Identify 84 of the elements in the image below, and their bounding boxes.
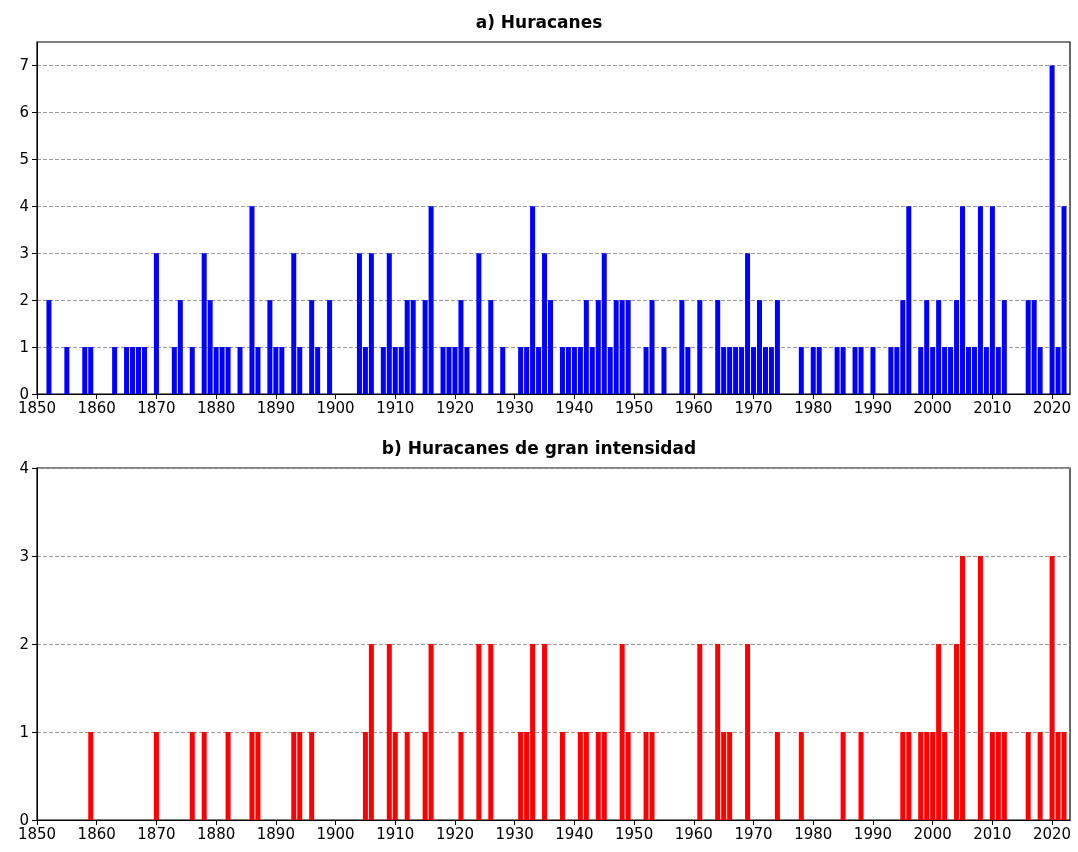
y-tick-label: 4 [19, 459, 29, 477]
x-tick-label: 1850 [17, 398, 57, 417]
x-tick-label: 1930 [495, 824, 534, 843]
y-tick-label: 5 [19, 150, 29, 169]
x-tick-label: 1990 [853, 398, 893, 417]
bar [225, 732, 231, 820]
bar [1037, 732, 1043, 820]
x-tick-label: 1950 [615, 398, 654, 417]
y-tick-label: 1 [19, 338, 29, 357]
bar [500, 347, 506, 394]
bar [458, 732, 464, 820]
x-tick-label: 1970 [734, 824, 773, 843]
x-tick-label: 1940 [555, 824, 594, 843]
bar [488, 300, 494, 394]
y-tick-label: 1 [19, 723, 29, 741]
x-tick-label: 2020 [1032, 398, 1072, 417]
x-tick-label: 1920 [435, 398, 475, 417]
x-tick-label: 1990 [853, 824, 893, 843]
bar [488, 644, 494, 820]
bar [46, 300, 52, 394]
x-tick-label: 1880 [197, 824, 236, 843]
x-tick-label: 2010 [973, 824, 1012, 843]
chart-title: a) Huracanes [475, 11, 603, 32]
x-tick-label: 1890 [256, 398, 295, 417]
y-tick-label: 2 [19, 635, 29, 653]
x-tick-label: 2020 [1032, 824, 1072, 843]
x-tick-label: 1890 [256, 824, 295, 843]
bar [559, 732, 565, 820]
bar [745, 644, 751, 820]
bar [542, 644, 548, 820]
x-tick-label: 1910 [376, 824, 415, 843]
bar [840, 732, 846, 820]
x-tick-label: 2000 [913, 398, 952, 417]
bar [697, 300, 703, 394]
bar [977, 556, 983, 820]
chart-title: b) Huracanes de gran intensidad [381, 437, 697, 458]
bar [201, 732, 207, 820]
y-tick-label: 6 [19, 103, 29, 122]
bar [88, 732, 94, 820]
bar [870, 347, 876, 394]
x-tick-label: 1930 [495, 398, 534, 417]
bar [476, 253, 482, 394]
x-tick-label: 1860 [77, 824, 116, 843]
bar [327, 300, 333, 394]
y-tick-label: 4 [19, 197, 29, 216]
y-tick-label: 3 [19, 244, 29, 263]
bar [237, 347, 243, 394]
x-tick-label: 1850 [17, 824, 57, 843]
x-tick-label: 2010 [973, 398, 1012, 417]
x-tick-label: 1870 [137, 398, 176, 417]
bar [189, 347, 195, 394]
bar [798, 347, 804, 394]
x-tick-label: 1880 [197, 398, 236, 417]
bar [1025, 732, 1031, 820]
x-tick-label: 1960 [674, 824, 713, 843]
x-tick-label: 1900 [316, 824, 355, 843]
bar [309, 732, 315, 820]
bar [476, 644, 482, 820]
x-tick-label: 1900 [316, 398, 355, 417]
bar [774, 732, 780, 820]
bar [404, 732, 410, 820]
bar [858, 732, 864, 820]
bar [153, 253, 159, 394]
y-tick-label: 3 [19, 547, 29, 565]
bar [112, 347, 118, 394]
x-tick-label: 1980 [794, 824, 833, 843]
x-tick-label: 1970 [734, 398, 773, 417]
bar [697, 644, 703, 820]
bar [189, 732, 195, 820]
x-tick-label: 1910 [376, 398, 415, 417]
bar [64, 347, 70, 394]
x-tick-label: 1980 [794, 398, 833, 417]
x-tick-label: 1950 [615, 824, 654, 843]
bar [798, 732, 804, 820]
y-tick-label: 7 [19, 56, 29, 75]
x-tick-label: 1860 [77, 398, 116, 417]
bar [661, 347, 667, 394]
x-tick-label: 1960 [674, 398, 713, 417]
x-tick-label: 1870 [137, 824, 176, 843]
bar [153, 732, 159, 820]
y-tick-label: 2 [19, 291, 29, 310]
x-tick-label: 2000 [913, 824, 952, 843]
x-tick-label: 1940 [555, 398, 594, 417]
x-tick-label: 1920 [435, 824, 475, 843]
